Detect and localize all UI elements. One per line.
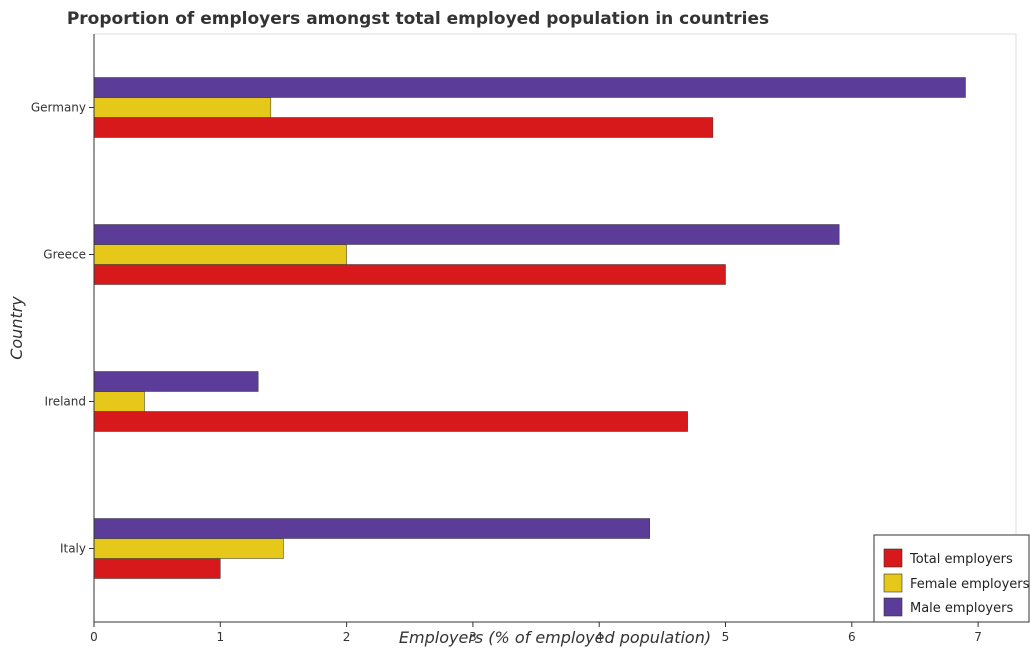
legend-label-male: Male employers: [910, 601, 1013, 616]
y-tick-label: Ireland: [44, 395, 86, 409]
chart-title: Proportion of employers amongst total em…: [67, 9, 769, 29]
legend-swatch-female: [883, 573, 903, 593]
x-tick-label: 6: [848, 630, 856, 644]
bar-male-employers-germany: [93, 77, 966, 98]
bar-total-employers-ireland: [93, 411, 688, 432]
x-tick-label: 0: [90, 630, 98, 644]
legend-swatch-male: [883, 597, 903, 617]
bar-total-employers-italy: [93, 558, 221, 579]
x-tick-label: 1: [216, 630, 224, 644]
y-tick-label: Greece: [43, 248, 86, 262]
bar-female-employers-germany: [93, 97, 272, 118]
bar-female-employers-italy: [93, 538, 284, 559]
legend-label-total: Total employers: [909, 552, 1013, 567]
x-tick-label: 3: [469, 630, 477, 644]
bar-male-employers-greece: [93, 224, 840, 245]
bars-group: [93, 77, 966, 579]
bar-male-employers-italy: [93, 518, 650, 539]
legend-swatch-total: [883, 548, 903, 568]
x-tick-label: 5: [722, 630, 730, 644]
x-axis: 0 1 2 3 4 5 6 7: [90, 621, 1016, 644]
legend-label-female: Female employers: [910, 577, 1030, 592]
x-tick-label: 7: [974, 630, 982, 644]
y-axis: Germany Greece Ireland Italy: [31, 34, 95, 622]
bar-male-employers-ireland: [93, 371, 259, 392]
x-tick-label: 4: [595, 630, 603, 644]
bar-total-employers-greece: [93, 264, 726, 285]
bar-total-employers-germany: [93, 117, 714, 138]
x-tick-label: 2: [343, 630, 351, 644]
plot-area: Germany Greece Ireland Italy 0 1 2 3 4 5 6 7: [31, 33, 1017, 644]
legend: Total employers Female employers Male em…: [873, 534, 1030, 623]
x-axis-label: Employers (% of employed population): [399, 628, 711, 647]
y-tick-label: Germany: [31, 101, 86, 115]
bar-female-employers-greece: [93, 244, 347, 265]
y-tick-label: Italy: [60, 542, 86, 556]
bar-female-employers-ireland: [93, 391, 145, 412]
y-axis-label: Country: [7, 296, 26, 360]
